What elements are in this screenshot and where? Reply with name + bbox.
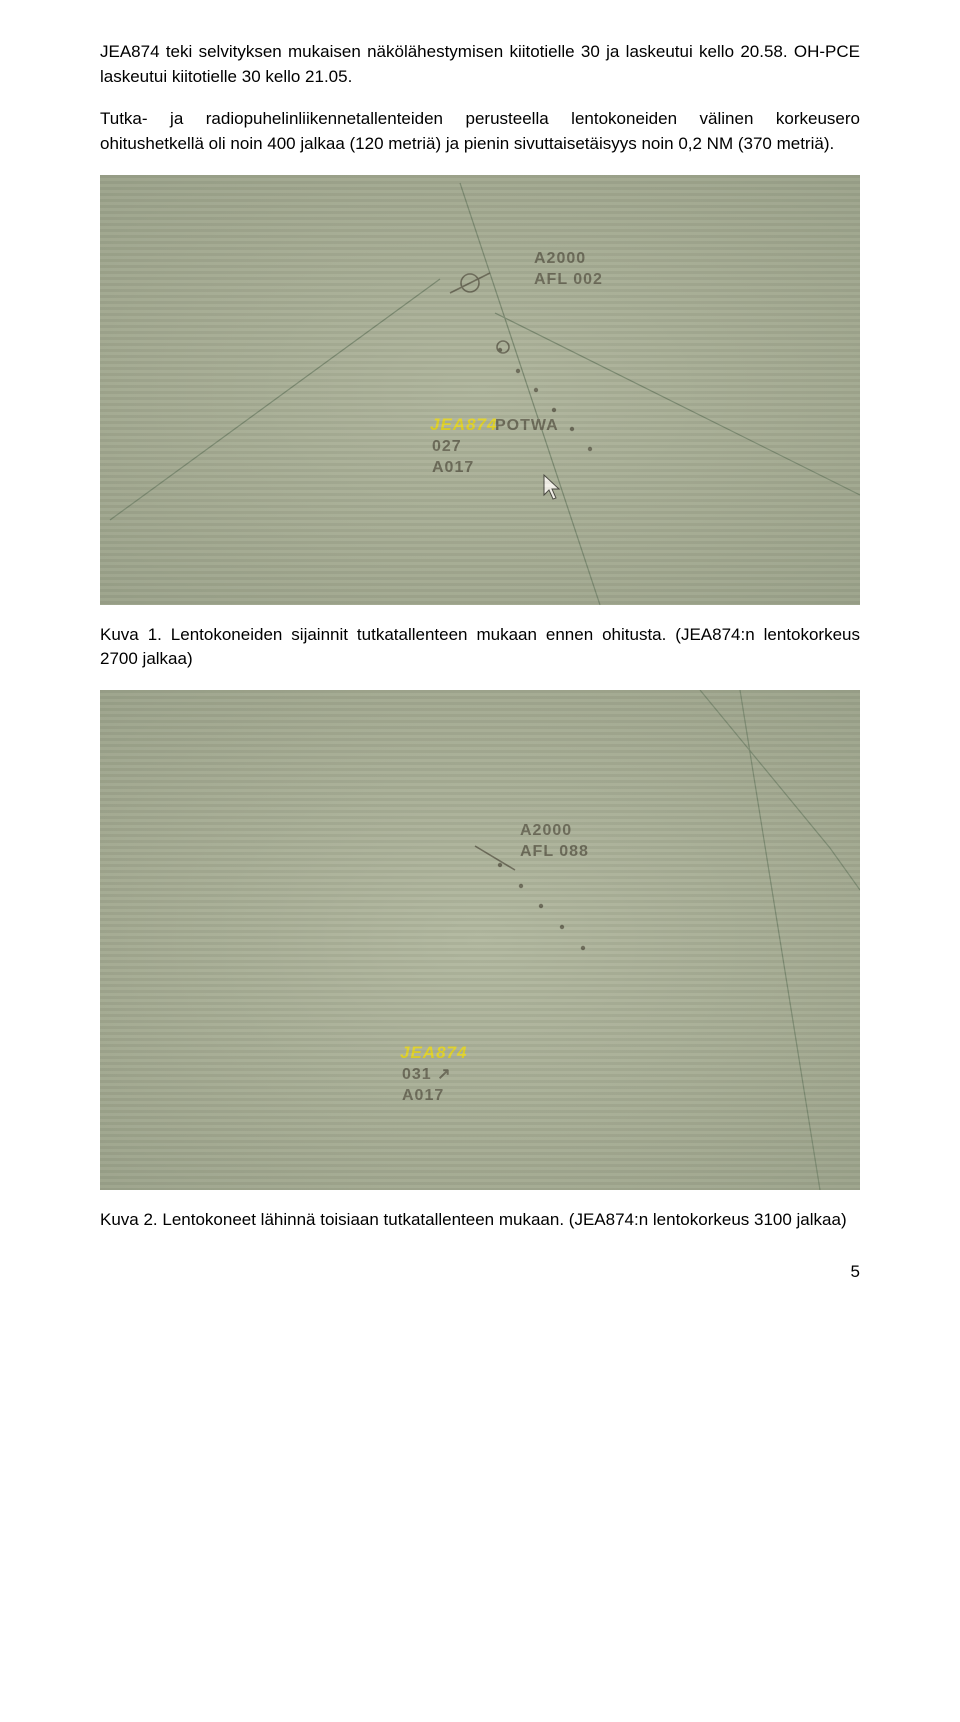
svg-text:AFL 088: AFL 088	[520, 843, 589, 860]
paragraph-1: JEA874 teki selvityksen mukaisen näköläh…	[100, 40, 860, 89]
svg-text:A017: A017	[402, 1087, 444, 1104]
caption-2: Kuva 2. Lentokoneet lähinnä toisiaan tut…	[100, 1208, 860, 1233]
svg-text:027: 027	[432, 438, 462, 455]
svg-text:AFL 002: AFL 002	[534, 271, 603, 288]
svg-text:031 ↗: 031 ↗	[402, 1066, 452, 1083]
radar-image-2: A2000 AFL 088 031 ↗ A017 JEA874	[100, 690, 860, 1190]
radar-image-1: A2000 AFL 002 POTWA 027 A017 JEA874	[100, 175, 860, 605]
svg-text:JEA874: JEA874	[430, 415, 497, 434]
caption-1: Kuva 1. Lentokoneiden sijainnit tutkatal…	[100, 623, 860, 672]
svg-text:A2000: A2000	[520, 822, 572, 839]
svg-text:A017: A017	[432, 459, 474, 476]
svg-text:A2000: A2000	[534, 250, 586, 267]
page-number: 5	[100, 1262, 860, 1282]
svg-text:JEA874: JEA874	[400, 1043, 467, 1062]
paragraph-2: Tutka- ja radiopuhelinliikennetallenteid…	[100, 107, 860, 156]
svg-text:POTWA: POTWA	[495, 417, 559, 434]
